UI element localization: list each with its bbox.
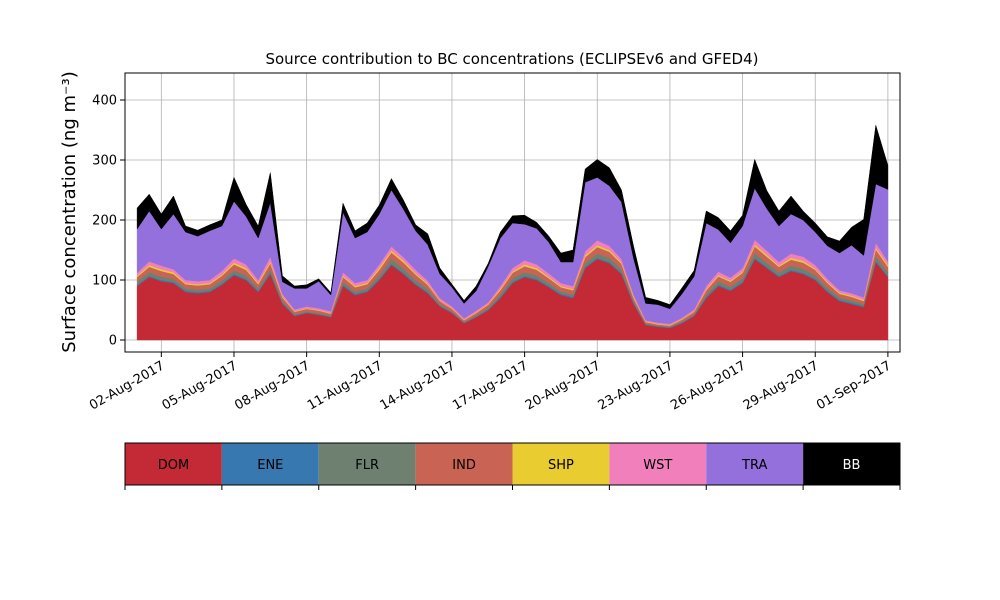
legend: DOM ENE FLR IND SHP WST TRA BB xyxy=(124,442,901,490)
x-tick-label: 11-Aug-2017 xyxy=(305,358,385,413)
chart-title: Source contribution to BC concentrations… xyxy=(265,50,758,68)
legend-swatch-flr xyxy=(318,443,416,485)
x-tick-label: 17-Aug-2017 xyxy=(450,358,530,413)
legend-label-dom: DOM xyxy=(158,458,189,473)
legend-swatch-dom xyxy=(125,443,222,485)
x-tick-label: 08-Aug-2017 xyxy=(232,358,312,413)
legend-swatch-ind xyxy=(415,443,513,485)
y-axis: 0 100 200 300 400 xyxy=(92,94,125,349)
y-tick-label: 200 xyxy=(92,214,117,229)
y-axis-label: Surface concentration (ng m⁻³) xyxy=(59,71,80,353)
y-tick-label: 400 xyxy=(92,94,117,109)
x-tick-label: 20-Aug-2017 xyxy=(523,358,603,413)
legend-swatch-tra xyxy=(706,443,804,485)
legend-swatch-shp xyxy=(512,443,610,485)
legend-label-wst: WST xyxy=(643,458,672,473)
x-tick-label: 01-Sep-2017 xyxy=(814,358,894,413)
legend-swatch-wst xyxy=(609,443,707,485)
x-tick-label: 29-Aug-2017 xyxy=(741,358,821,413)
area-series-bb xyxy=(136,125,889,310)
x-tick-label: 05-Aug-2017 xyxy=(160,358,240,413)
legend-label-ene: ENE xyxy=(257,458,283,473)
x-tick-label: 26-Aug-2017 xyxy=(668,358,748,413)
y-tick-label: 300 xyxy=(92,154,117,169)
legend-label-bb: BB xyxy=(843,458,861,473)
plot-frame xyxy=(124,72,901,353)
legend-swatch-ene xyxy=(221,443,319,485)
y-tick-label: 100 xyxy=(92,274,117,289)
legend-label-flr: FLR xyxy=(355,458,379,473)
y-tick-label: 0 xyxy=(109,334,117,349)
x-tick-label: 02-Aug-2017 xyxy=(87,358,167,413)
legend-label-tra: TRA xyxy=(741,458,767,473)
legend-label-ind: IND xyxy=(452,458,476,473)
legend-swatch-bb xyxy=(803,443,900,485)
stacked-area-series xyxy=(136,125,889,341)
legend-label-shp: SHP xyxy=(548,458,574,473)
x-axis: 02-Aug-201705-Aug-201708-Aug-201711-Aug-… xyxy=(87,352,894,414)
x-tick-label: 14-Aug-2017 xyxy=(378,358,458,413)
x-tick-label: 23-Aug-2017 xyxy=(596,358,676,413)
